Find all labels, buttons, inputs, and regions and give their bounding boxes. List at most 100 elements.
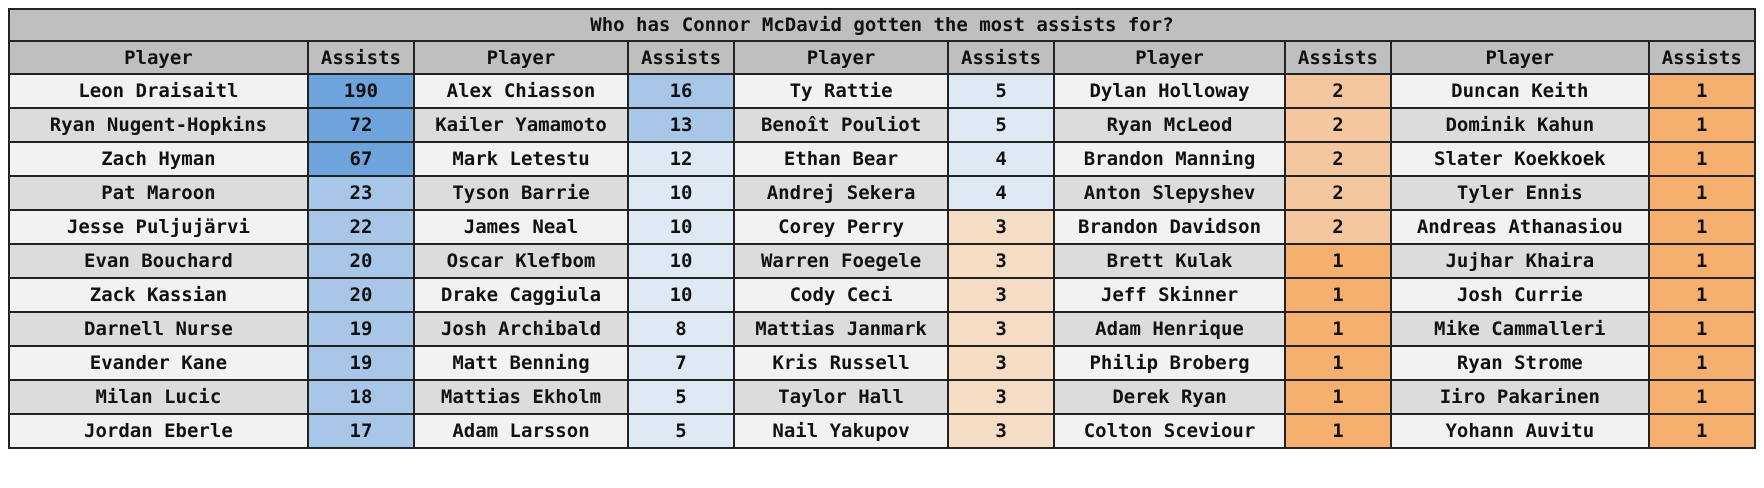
table-row: Zack Kassian 20 Drake Caggiula 10 Cody Ceci 3… <box>8 277 1757 313</box>
column-header-player: Player <box>8 40 309 75</box>
assists-cell: 3 <box>946 345 1056 381</box>
player-cell: Anton Slepyshev <box>1053 175 1286 211</box>
assists-cell: 1 <box>1647 379 1757 415</box>
player-cell: Jujhar Khaira <box>1390 243 1650 279</box>
assists-cell: 1 <box>1283 311 1393 347</box>
assists-cell: 1 <box>1283 243 1393 279</box>
assists-cell: 67 <box>306 141 416 177</box>
assists-table-container: Who has Connor McDavid gotten the most a… <box>8 8 1757 449</box>
column-header-assists: Assists <box>1283 40 1393 75</box>
table-row: Zach Hyman 67 Mark Letestu 12 Ethan Bear 4 Bra… <box>8 141 1757 177</box>
player-cell: Adam Larsson <box>413 413 629 449</box>
assists-cell: 1 <box>1283 345 1393 381</box>
assists-cell: 19 <box>306 311 416 347</box>
assists-cell: 190 <box>306 73 416 109</box>
assists-cell: 1 <box>1647 243 1757 279</box>
assists-cell: 2 <box>1283 209 1393 245</box>
player-cell: Brandon Manning <box>1053 141 1286 177</box>
assists-cell: 1 <box>1647 413 1757 449</box>
player-cell: Dominik Kahun <box>1390 107 1650 143</box>
player-cell: Ryan Nugent-Hopkins <box>8 107 309 143</box>
assists-table: Who has Connor McDavid gotten the most a… <box>8 8 1757 449</box>
player-cell: Josh Archibald <box>413 311 629 347</box>
table-row: Darnell Nurse 19 Josh Archibald 8 Mattias Ja… <box>8 311 1757 347</box>
assists-cell: 2 <box>1283 107 1393 143</box>
player-cell: Pat Maroon <box>8 175 309 211</box>
table-row: Milan Lucic 18 Mattias Ekholm 5 Taylor Hall 3… <box>8 379 1757 415</box>
table-row: Jordan Eberle 17 Adam Larsson 5 Nail Yakupov… <box>8 413 1757 449</box>
player-cell: Ryan Strome <box>1390 345 1650 381</box>
assists-cell: 2 <box>1283 141 1393 177</box>
assists-cell: 2 <box>1283 175 1393 211</box>
assists-cell: 18 <box>306 379 416 415</box>
player-cell: Dylan Holloway <box>1053 73 1286 109</box>
assists-cell: 3 <box>946 413 1056 449</box>
player-cell: Nail Yakupov <box>733 413 949 449</box>
assists-cell: 1 <box>1283 413 1393 449</box>
assists-cell: 1 <box>1647 209 1757 245</box>
assists-cell: 1 <box>1647 73 1757 109</box>
assists-cell: 3 <box>946 379 1056 415</box>
player-cell: Darnell Nurse <box>8 311 309 347</box>
player-cell: Jordan Eberle <box>8 413 309 449</box>
player-cell: Philip Broberg <box>1053 345 1286 381</box>
table-row: Ryan Nugent-Hopkins 72 Kailer Yamamoto 13 Be… <box>8 107 1757 143</box>
player-cell: James Neal <box>413 209 629 245</box>
player-cell: Matt Benning <box>413 345 629 381</box>
assists-cell: 3 <box>946 243 1056 279</box>
player-cell: Evan Bouchard <box>8 243 309 279</box>
column-header-assists: Assists <box>946 40 1056 75</box>
player-cell: Oscar Klefbom <box>413 243 629 279</box>
player-cell: Colton Sceviour <box>1053 413 1286 449</box>
player-cell: Mattias Janmark <box>733 311 949 347</box>
table-row: Pat Maroon 23 Tyson Barrie 10 Andrej Sekera 4… <box>8 175 1757 211</box>
assists-cell: 20 <box>306 277 416 313</box>
assists-cell: 3 <box>946 209 1056 245</box>
assists-cell: 5 <box>626 379 736 415</box>
table-row: Jesse Puljujärvi 22 James Neal 10 Corey Perr… <box>8 209 1757 245</box>
player-cell: Alex Chiasson <box>413 73 629 109</box>
assists-cell: 1 <box>1647 311 1757 347</box>
assists-cell: 4 <box>946 141 1056 177</box>
column-header-player: Player <box>413 40 629 75</box>
player-cell: Cody Ceci <box>733 277 949 313</box>
assists-cell: 3 <box>946 311 1056 347</box>
assists-cell: 5 <box>946 107 1056 143</box>
assists-cell: 13 <box>626 107 736 143</box>
player-cell: Mattias Ekholm <box>413 379 629 415</box>
player-cell: Tyler Ennis <box>1390 175 1650 211</box>
assists-cell: 23 <box>306 175 416 211</box>
assists-cell: 1 <box>1647 141 1757 177</box>
column-header-assists: Assists <box>626 40 736 75</box>
assists-cell: 1 <box>1647 175 1757 211</box>
player-cell: Brandon Davidson <box>1053 209 1286 245</box>
player-cell: Yohann Auvitu <box>1390 413 1650 449</box>
player-cell: Josh Currie <box>1390 277 1650 313</box>
player-cell: Ryan McLeod <box>1053 107 1286 143</box>
table-body: Leon Draisaitl 190 Alex Chiasson 16 Ty Ratti… <box>8 73 1757 449</box>
assists-cell: 17 <box>306 413 416 449</box>
assists-cell: 1 <box>1283 379 1393 415</box>
player-cell: Iiro Pakarinen <box>1390 379 1650 415</box>
table-row: Evan Bouchard 20 Oscar Klefbom 10 Warren Foe… <box>8 243 1757 279</box>
assists-cell: 1 <box>1647 277 1757 313</box>
player-cell: Kailer Yamamoto <box>413 107 629 143</box>
player-cell: Milan Lucic <box>8 379 309 415</box>
player-cell: Andreas Athanasiou <box>1390 209 1650 245</box>
column-header-player: Player <box>733 40 949 75</box>
assists-cell: 12 <box>626 141 736 177</box>
assists-cell: 16 <box>626 73 736 109</box>
player-cell: Duncan Keith <box>1390 73 1650 109</box>
player-cell: Evander Kane <box>8 345 309 381</box>
column-header-assists: Assists <box>1647 40 1757 75</box>
table-row: Leon Draisaitl 190 Alex Chiasson 16 Ty Ratti… <box>8 73 1757 109</box>
table-title: Who has Connor McDavid gotten the most a… <box>8 8 1756 42</box>
player-cell: Derek Ryan <box>1053 379 1286 415</box>
assists-cell: 10 <box>626 243 736 279</box>
assists-cell: 10 <box>626 277 736 313</box>
assists-cell: 2 <box>1283 73 1393 109</box>
player-cell: Drake Caggiula <box>413 277 629 313</box>
player-cell: Jesse Puljujärvi <box>8 209 309 245</box>
assists-cell: 5 <box>626 413 736 449</box>
assists-cell: 20 <box>306 243 416 279</box>
